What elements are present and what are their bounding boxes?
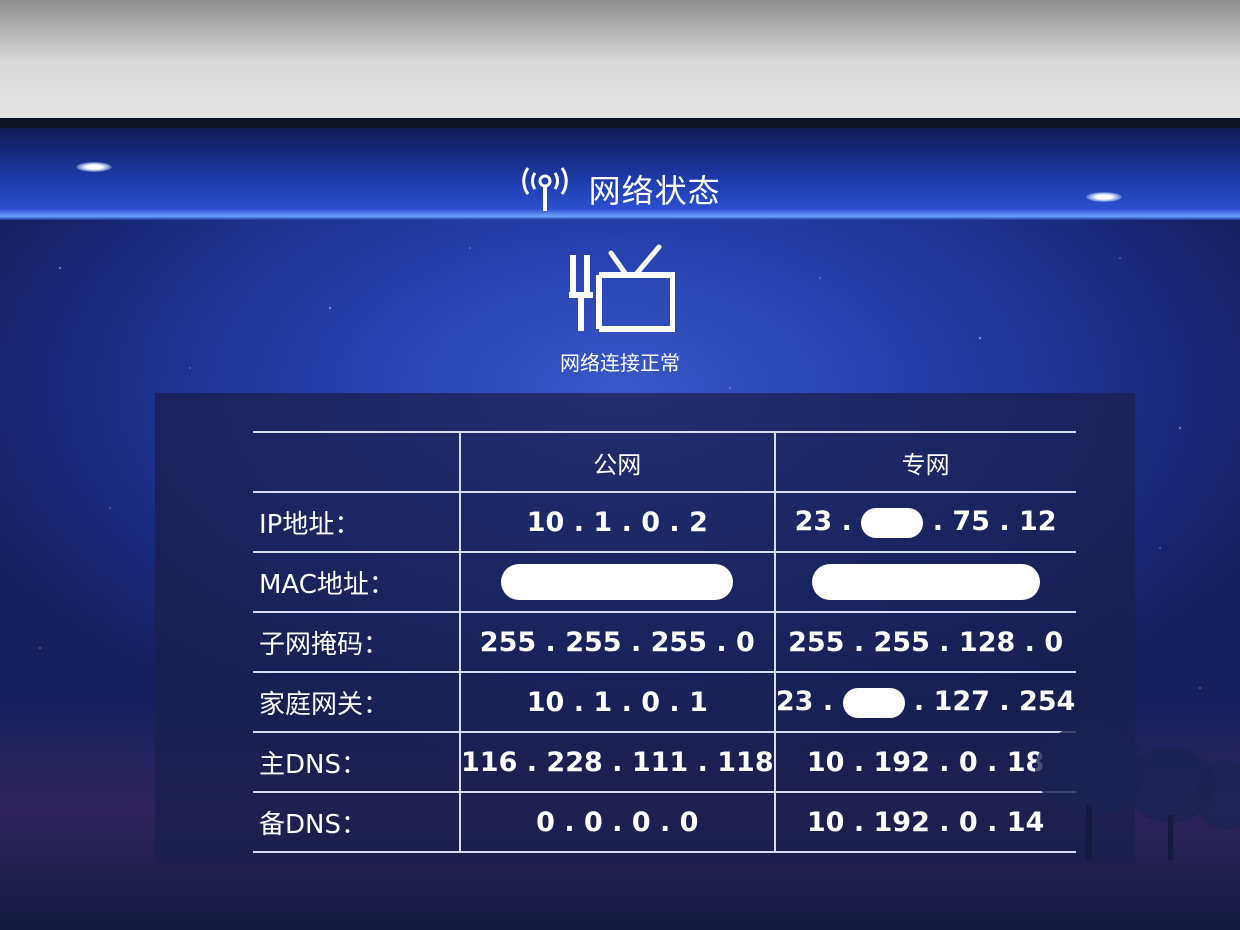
public-value <box>459 552 775 613</box>
private-value: 23 . . 75 . 12 <box>773 492 1076 553</box>
table-row-subnet-mask: 子网掩码： 255 . 255 . 255 . 0 255 . 255 . 12… <box>253 612 1076 673</box>
row-label: 备DNS： <box>253 792 460 853</box>
network-table: 公网 专网 IP地址： 10 . 1 . 0 . 2 23 . . 75 . 1… <box>253 431 1076 853</box>
private-value: 10 . 192 . 0 . 18 <box>773 732 1076 793</box>
tree-silhouette <box>1035 725 1240 860</box>
column-header-private: 专网 <box>773 431 1076 493</box>
table-header-row: 公网 专网 <box>253 431 1076 493</box>
private-value-suffix: . 75 . 12 <box>932 506 1057 538</box>
redaction-blob <box>861 507 924 538</box>
row-label: MAC地址： <box>253 552 460 613</box>
private-value-suffix: . 127 . 254 <box>913 686 1076 718</box>
page-title: 网络状态 <box>0 166 1240 212</box>
private-value-prefix: 23 . <box>794 506 852 538</box>
public-value: 0 . 0 . 0 . 0 <box>459 792 775 853</box>
table-row-primary-dns: 主DNS： 116 . 228 . 111 . 118 10 . 192 . 0… <box>253 732 1076 793</box>
public-value: 10 . 1 . 0 . 2 <box>459 492 775 553</box>
private-value: 23 . . 127 . 254 <box>773 672 1076 733</box>
redaction-blob <box>811 564 1040 600</box>
table-row-secondary-dns: 备DNS： 0 . 0 . 0 . 0 10 . 192 . 0 . 14 <box>253 792 1076 853</box>
tv-antenna-icon <box>569 244 675 332</box>
header-empty <box>253 431 460 493</box>
redaction-blob <box>501 564 734 600</box>
private-value: 10 . 192 . 0 . 14 <box>773 792 1076 853</box>
wall-background <box>0 0 1240 125</box>
tv-screen: 网络状态 网络连接正常 公网 专网 IP地址： 10 . 1 . 0 . 2 <box>0 128 1240 930</box>
row-label: 子网掩码： <box>253 612 460 673</box>
table-row-mac: MAC地址： <box>253 552 1076 613</box>
private-value-prefix: 23 . <box>775 686 834 718</box>
public-value: 255 . 255 . 255 . 0 <box>459 612 775 673</box>
public-value: 10 . 1 . 0 . 1 <box>459 672 775 733</box>
wifi-antenna-icon <box>522 167 569 211</box>
title-bar: 网络状态 <box>0 128 1240 220</box>
row-label: 主DNS： <box>253 732 460 793</box>
status-text: 网络连接正常 <box>560 351 680 375</box>
light-reflection <box>1086 192 1122 202</box>
network-info-panel: 公网 专网 IP地址： 10 . 1 . 0 . 2 23 . . 75 . 1… <box>155 393 1135 863</box>
row-label: 家庭网关： <box>253 672 460 733</box>
table-row-gateway: 家庭网关： 10 . 1 . 0 . 1 23 . . 127 . 254 <box>253 672 1076 733</box>
light-reflection <box>76 162 112 172</box>
redaction-blob <box>842 687 905 718</box>
title-text: 网络状态 <box>588 172 721 210</box>
table-row-ip: IP地址： 10 . 1 . 0 . 2 23 . . 75 . 12 <box>253 492 1076 553</box>
private-value: 255 . 255 . 128 . 0 <box>773 612 1076 673</box>
row-label: IP地址： <box>253 492 460 553</box>
column-header-public: 公网 <box>459 431 775 493</box>
connection-status: 网络连接正常 <box>0 243 1240 376</box>
private-value <box>773 552 1076 613</box>
public-value: 116 . 228 . 111 . 118 <box>459 732 775 793</box>
